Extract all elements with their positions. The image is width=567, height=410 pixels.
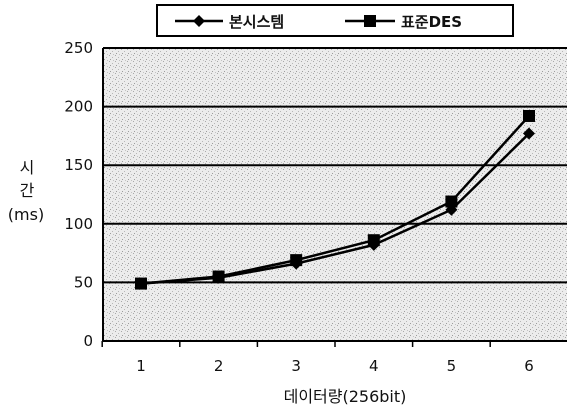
y-tick-label: 50 [74,273,93,291]
legend-diamond-marker-icon [193,15,205,27]
legend-label-series-1: 본시스템 [229,13,284,31]
x-tick-label: 5 [447,357,457,375]
y-tick-label: 200 [64,98,93,116]
x-axis-label: 데이터량(256bit) [284,387,407,406]
y-axis-label-line-1: 시 [20,158,35,177]
series-2-point [445,195,458,208]
x-tick-label: 3 [291,357,301,375]
series-2-point [135,277,147,290]
x-tick-label: 1 [136,357,146,375]
legend: 본시스템 표준DES [156,4,514,37]
x-tick-label: 4 [369,357,379,375]
series-2-point [290,254,303,267]
series-2-point [523,109,535,122]
plot-area [103,48,567,341]
y-tick-label: 100 [64,215,93,233]
series-1-point [523,127,535,140]
gridlines [102,47,567,342]
y-axis-label-line-3: (ms) [8,205,44,224]
series-layer [135,109,535,290]
legend-square-marker-icon [364,15,376,27]
y-tick-label: 150 [64,156,93,174]
y-axis-label: 시 간 (ms) [8,158,44,224]
x-axis-ticks: 1 2 3 4 5 6 [101,341,534,375]
y-axis-ticks: 0 50 100 150 200 250 [64,39,93,350]
legend-label-series-2: 표준DES [401,13,462,31]
series-2 [135,109,535,290]
series-2-point [367,234,380,247]
y-tick-label: 0 [83,332,93,350]
y-tick-label: 250 [64,39,93,57]
y-axis-label-line-2: 간 [20,181,35,200]
series-2-point [212,270,225,283]
series-2-line [140,115,530,285]
x-tick-label: 2 [214,357,224,375]
x-tick-label: 6 [524,357,534,375]
